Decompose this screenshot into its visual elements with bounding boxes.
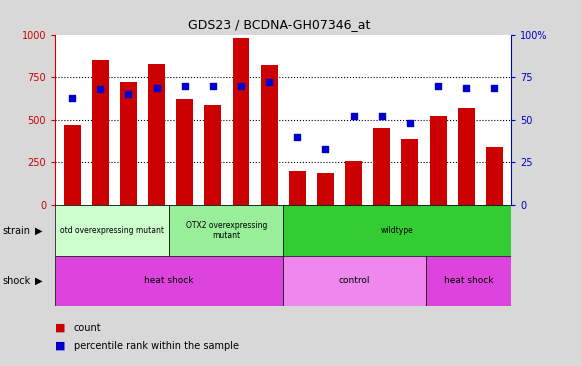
Text: GSM1361: GSM1361 — [349, 207, 358, 242]
Bar — [317, 173, 334, 205]
Bar — [339, 205, 368, 240]
Text: GSM1352: GSM1352 — [96, 207, 105, 242]
Text: percentile rank within the sample: percentile rank within the sample — [74, 341, 239, 351]
Bar — [401, 139, 418, 205]
Text: GSM1362: GSM1362 — [377, 207, 386, 242]
Text: GSM1360: GSM1360 — [321, 207, 330, 242]
Point — [236, 83, 246, 89]
Text: control: control — [339, 276, 370, 285]
Bar — [120, 82, 137, 205]
Text: heat shock: heat shock — [145, 276, 194, 285]
Bar — [368, 205, 396, 240]
Point — [152, 85, 161, 90]
Bar — [284, 205, 311, 240]
Text: GSM1364: GSM1364 — [433, 207, 443, 242]
Bar — [227, 205, 255, 240]
Bar — [261, 66, 278, 205]
Point — [264, 79, 274, 85]
Bar — [311, 205, 339, 240]
Point — [377, 113, 386, 119]
Text: wildtype: wildtype — [381, 226, 414, 235]
Point — [490, 85, 499, 90]
Text: heat shock: heat shock — [444, 276, 493, 285]
Point — [124, 92, 133, 97]
Text: GSM1356: GSM1356 — [209, 207, 217, 242]
Bar — [55, 205, 169, 256]
Bar — [426, 256, 511, 306]
Text: GDS23 / BCDNA-GH07346_at: GDS23 / BCDNA-GH07346_at — [188, 18, 370, 31]
Bar — [86, 205, 114, 240]
Text: GSM1351: GSM1351 — [67, 207, 77, 242]
Bar — [429, 116, 447, 205]
Bar — [171, 205, 199, 240]
Bar — [289, 171, 306, 205]
Text: GSM1365: GSM1365 — [462, 207, 471, 242]
Text: GSM1363: GSM1363 — [406, 207, 414, 242]
Text: ■: ■ — [55, 322, 66, 333]
Text: GSM1358: GSM1358 — [265, 207, 274, 242]
Bar — [284, 256, 426, 306]
Point — [67, 95, 77, 101]
Text: GSM1354: GSM1354 — [152, 207, 161, 242]
Point — [293, 134, 302, 140]
Text: GSM1366: GSM1366 — [490, 207, 499, 242]
Bar — [374, 128, 390, 205]
Text: GSM1355: GSM1355 — [180, 207, 189, 242]
Text: ▶: ▶ — [35, 276, 42, 286]
Bar — [176, 100, 193, 205]
Bar — [55, 256, 284, 306]
Bar — [284, 205, 511, 256]
Bar — [148, 64, 165, 205]
Text: shock: shock — [3, 276, 31, 286]
Bar — [58, 205, 86, 240]
Text: GSM1357: GSM1357 — [236, 207, 246, 242]
Bar — [255, 205, 284, 240]
Text: GSM1353: GSM1353 — [124, 207, 133, 242]
Text: OTX2 overexpressing
mutant: OTX2 overexpressing mutant — [185, 221, 267, 240]
Bar — [345, 161, 362, 205]
Text: GSM1359: GSM1359 — [293, 207, 302, 242]
Bar — [486, 147, 503, 205]
Text: ■: ■ — [55, 341, 66, 351]
Text: ▶: ▶ — [35, 225, 42, 236]
Text: otd overexpressing mutant: otd overexpressing mutant — [60, 226, 164, 235]
Point — [96, 86, 105, 92]
Bar — [396, 205, 424, 240]
Bar — [205, 105, 221, 205]
Bar — [458, 108, 475, 205]
Point — [321, 146, 330, 152]
Bar — [92, 60, 109, 205]
Bar — [424, 205, 452, 240]
Bar — [480, 205, 508, 240]
Bar — [199, 205, 227, 240]
Point — [406, 120, 415, 126]
Point — [349, 113, 358, 119]
Bar — [452, 205, 480, 240]
Point — [208, 83, 217, 89]
Point — [180, 83, 189, 89]
Point — [461, 85, 471, 90]
Point — [433, 83, 443, 89]
Bar — [64, 125, 81, 205]
Bar — [169, 205, 284, 256]
Bar — [232, 38, 249, 205]
Bar — [142, 205, 171, 240]
Text: count: count — [74, 322, 102, 333]
Text: strain: strain — [3, 225, 31, 236]
Bar — [114, 205, 142, 240]
